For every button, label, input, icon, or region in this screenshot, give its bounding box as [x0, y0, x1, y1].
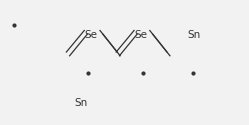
Text: Se: Se	[84, 30, 97, 40]
Text: Se: Se	[134, 30, 147, 40]
Text: Sn: Sn	[74, 98, 88, 108]
Text: Sn: Sn	[187, 30, 201, 40]
